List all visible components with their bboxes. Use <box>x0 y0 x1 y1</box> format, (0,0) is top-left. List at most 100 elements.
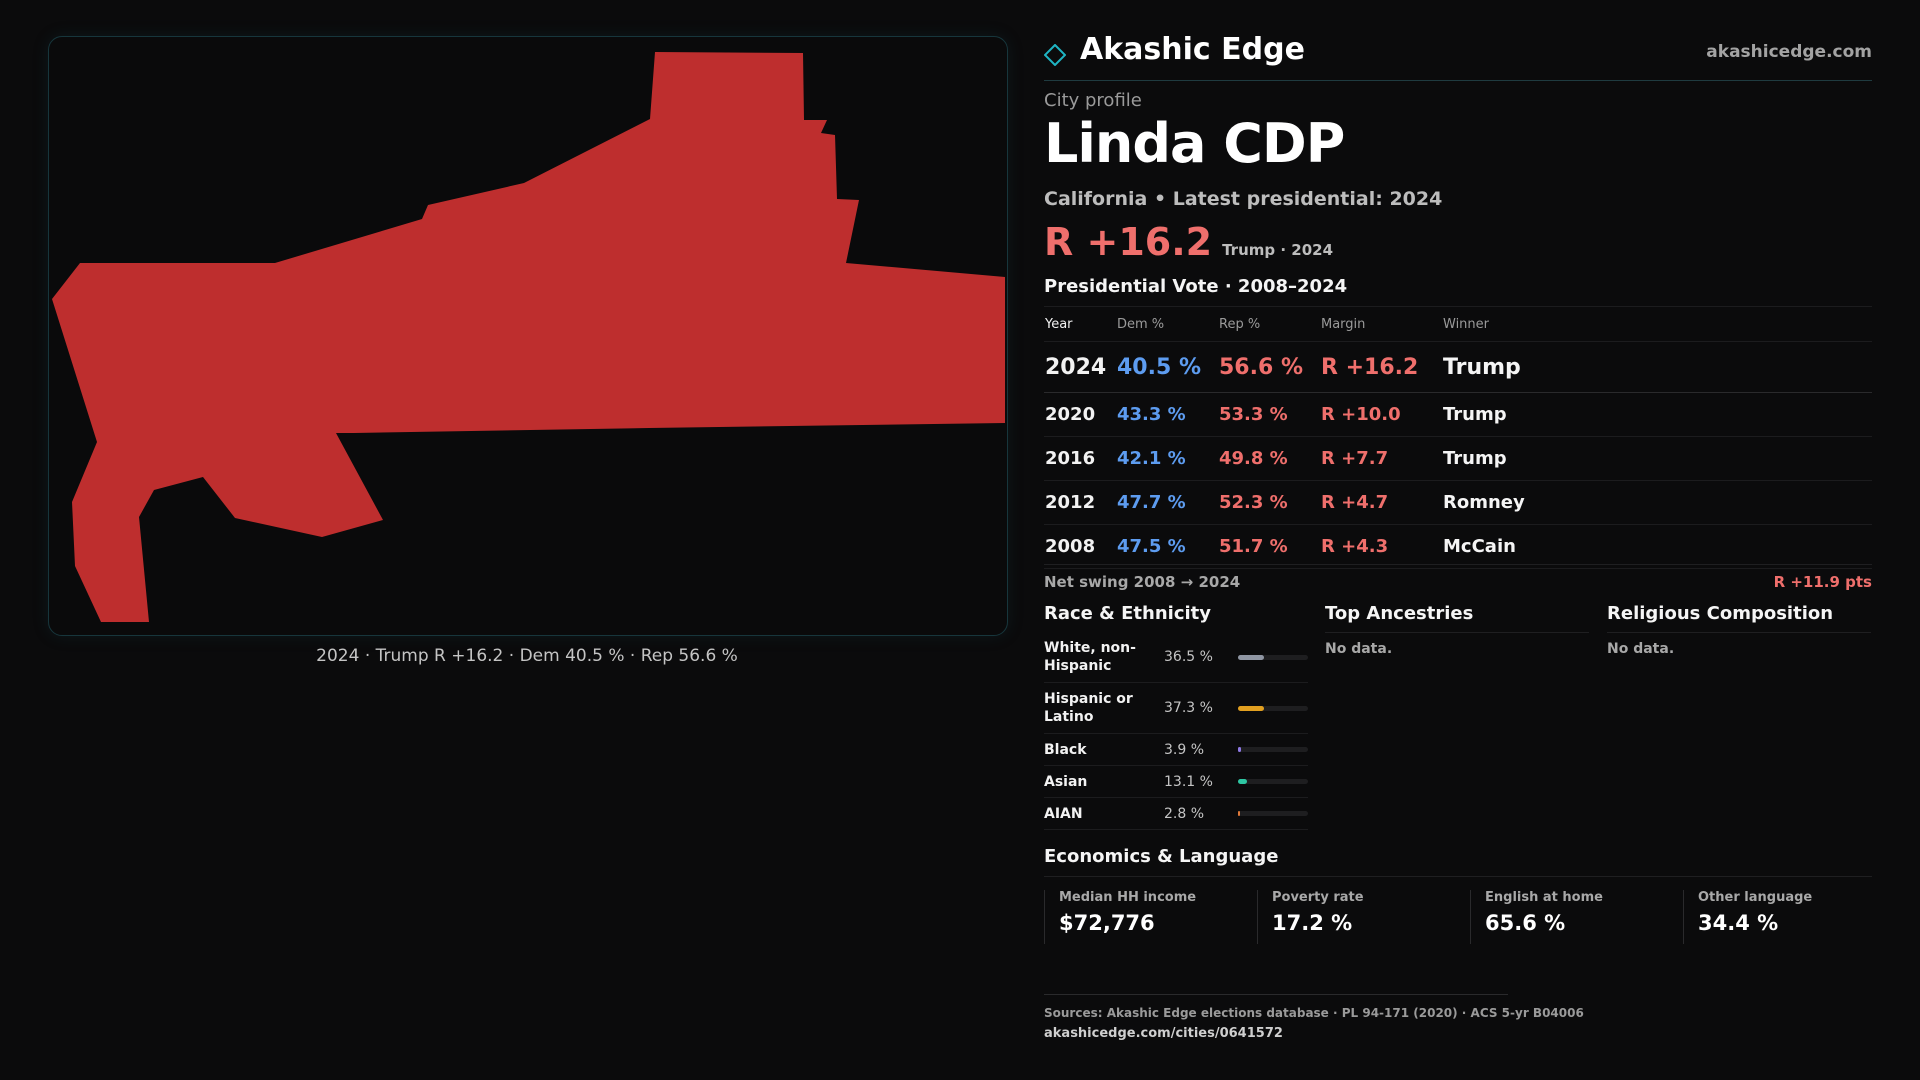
city-boundary-map[interactable] <box>49 37 1007 635</box>
race-bar <box>1238 654 1308 660</box>
cell-rep: 49.8 % <box>1218 436 1320 481</box>
econ-value: $72,776 <box>1059 911 1155 935</box>
race-section-title: Race & Ethnicity <box>1044 603 1211 624</box>
cell-winner: Trump <box>1442 392 1872 437</box>
table-row: 2020 43.3 % 53.3 % R +10.0 Trump <box>1044 392 1872 437</box>
cell-margin: R +4.3 <box>1320 524 1442 569</box>
net-swing-value: R +11.9 pts <box>1773 573 1872 591</box>
race-bar-fill <box>1238 779 1247 784</box>
cell-year: 2020 <box>1044 392 1116 437</box>
race-row-asian: Asian 13.1 % <box>1044 766 1308 798</box>
cell-year: 2008 <box>1044 524 1116 569</box>
map-panel[interactable] <box>48 36 1008 636</box>
net-swing-row: Net swing 2008 → 2024 R +11.9 pts <box>1044 564 1872 601</box>
table-row: 2012 47.7 % 52.3 % R +4.7 Romney <box>1044 480 1872 525</box>
cell-margin: R +10.0 <box>1320 392 1442 437</box>
race-pct: 2.8 % <box>1164 805 1205 822</box>
econ-value: 17.2 % <box>1272 911 1353 935</box>
diamond-logo-icon <box>1044 44 1066 66</box>
cell-rep: 51.7 % <box>1218 524 1320 569</box>
headline-result: R +16.2 Trump · 2024 <box>1044 220 1872 270</box>
race-bar-fill <box>1238 747 1241 752</box>
race-label: White, non-Hispanic <box>1044 640 1136 674</box>
headline-winner: Trump · 2024 <box>1222 241 1334 259</box>
race-bar <box>1238 705 1308 711</box>
race-row-black: Black 3.9 % <box>1044 734 1308 766</box>
race-bar-fill <box>1238 705 1264 711</box>
race-bar-fill <box>1238 654 1264 660</box>
table-row: 2024 40.5 % 56.6 % R +16.2 Trump <box>1044 341 1872 393</box>
race-label: Black <box>1044 741 1087 758</box>
cell-winner: Trump <box>1442 436 1872 481</box>
page-kicker: City profile <box>1044 90 1142 111</box>
net-swing-label: Net swing 2008 → 2024 <box>1044 573 1241 591</box>
race-bar <box>1238 747 1308 752</box>
table-header-row: Year Dem % Rep % Margin Winner <box>1044 306 1872 342</box>
econ-value: 34.4 % <box>1698 911 1779 935</box>
race-label: Hispanic or Latino <box>1044 691 1133 725</box>
econ-cell-other-language: Other language 34.4 % <box>1683 890 1881 944</box>
race-label: AIAN <box>1044 805 1083 822</box>
race-pct: 13.1 % <box>1164 773 1213 790</box>
econ-label: English at home <box>1485 890 1603 905</box>
race-pct: 36.5 % <box>1164 649 1213 665</box>
race-pct: 3.9 % <box>1164 741 1205 758</box>
header-rep: Rep % <box>1218 306 1320 342</box>
page-title: Linda CDP <box>1044 112 1345 175</box>
ancestries-section-title: Top Ancestries <box>1325 600 1589 633</box>
religion-empty-text: No data. <box>1607 641 1675 657</box>
religion-section: Religious Composition No data. <box>1607 600 1871 657</box>
brand-header: Akashic Edge akashicedge.com <box>1044 30 1872 81</box>
presidential-section-title: Presidential Vote · 2008–2024 <box>1044 276 1348 297</box>
table-row: 2008 47.5 % 51.7 % R +4.3 McCain <box>1044 524 1872 569</box>
race-bar <box>1238 811 1308 816</box>
race-row-white: White, non-Hispanic 36.5 % <box>1044 632 1308 683</box>
race-row-aian: AIAN 2.8 % <box>1044 798 1308 830</box>
map-caption: 2024 · Trump R +16.2 · Dem 40.5 % · Rep … <box>316 646 738 666</box>
brand-name: Akashic Edge <box>1080 32 1305 67</box>
cell-dem: 43.3 % <box>1116 392 1218 437</box>
cell-rep: 53.3 % <box>1218 392 1320 437</box>
header-year: Year <box>1044 306 1116 342</box>
race-label: Asian <box>1044 773 1088 790</box>
cell-dem: 47.7 % <box>1116 480 1218 525</box>
sources-text: Sources: Akashic Edge elections database… <box>1044 1006 1584 1020</box>
econ-label: Poverty rate <box>1272 890 1364 905</box>
cell-dem: 47.5 % <box>1116 524 1218 569</box>
econ-label: Other language <box>1698 890 1813 905</box>
cell-dem: 40.5 % <box>1116 341 1218 393</box>
cell-year: 2024 <box>1044 341 1116 393</box>
race-ethnicity-section: Race & Ethnicity White, non-Hispanic 36.… <box>1044 600 1308 830</box>
brand-url-link[interactable]: akashicedge.com <box>1706 42 1872 62</box>
footer-divider <box>1044 994 1508 995</box>
cell-rep: 56.6 % <box>1218 341 1320 393</box>
econ-label: Median HH income <box>1059 890 1197 905</box>
cell-year: 2012 <box>1044 480 1116 525</box>
headline-margin: R +16.2 <box>1044 220 1213 264</box>
econ-cell-poverty: Poverty rate 17.2 % <box>1257 890 1455 944</box>
ancestries-empty-text: No data. <box>1325 641 1393 657</box>
cell-winner: Romney <box>1442 480 1872 525</box>
cell-margin: R +16.2 <box>1320 341 1442 393</box>
page-subtitle: California • Latest presidential: 2024 <box>1044 188 1443 210</box>
presidential-vote-table: Year Dem % Rep % Margin Winner 2024 40.5… <box>1044 306 1872 569</box>
econ-value: 65.6 % <box>1485 911 1566 935</box>
header-margin: Margin <box>1320 306 1442 342</box>
page-url-link[interactable]: akashicedge.com/cities/0641572 <box>1044 1026 1283 1041</box>
ancestries-section: Top Ancestries No data. <box>1325 600 1589 657</box>
economics-section-title: Economics & Language <box>1044 846 1872 877</box>
race-bar <box>1238 779 1308 784</box>
race-pct: 37.3 % <box>1164 700 1213 716</box>
religion-section-title: Religious Composition <box>1607 600 1871 633</box>
city-boundary-shape[interactable] <box>52 52 1005 622</box>
race-row-hispanic: Hispanic or Latino 37.3 % <box>1044 683 1308 734</box>
header-dem: Dem % <box>1116 306 1218 342</box>
race-bar-fill <box>1238 811 1240 816</box>
cell-rep: 52.3 % <box>1218 480 1320 525</box>
cell-margin: R +7.7 <box>1320 436 1442 481</box>
header-winner: Winner <box>1442 306 1872 342</box>
cell-winner: Trump <box>1442 341 1872 393</box>
cell-winner: McCain <box>1442 524 1872 569</box>
cell-year: 2016 <box>1044 436 1116 481</box>
table-row: 2016 42.1 % 49.8 % R +7.7 Trump <box>1044 436 1872 481</box>
